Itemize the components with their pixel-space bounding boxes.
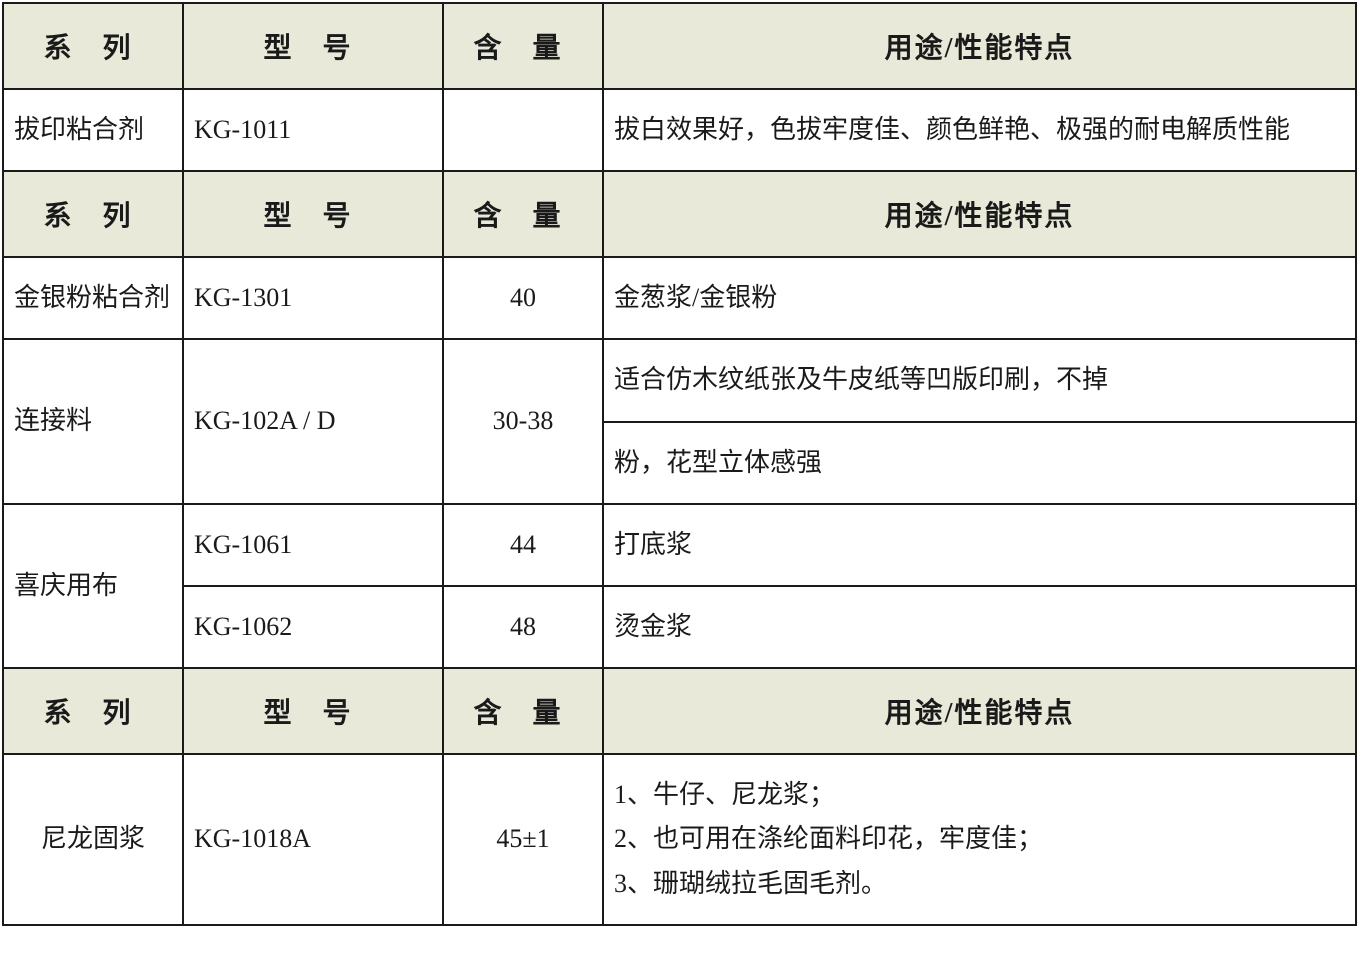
cell-series: 拔印粘合剂 [3,89,183,171]
table-row: 拔印粘合剂 KG-1011 拔白效果好，色拔牢度佳、颜色鲜艳、极强的耐电解质性能 [3,89,1356,171]
table-header-row: 系 列 型 号 含 量 用途/性能特点 [3,171,1356,257]
table-header-row: 系 列 型 号 含 量 用途/性能特点 [3,3,1356,89]
header-model: 型 号 [183,668,443,754]
cell-usage-line: 粉，花型立体感强 [604,423,1355,503]
header-usage: 用途/性能特点 [603,171,1356,257]
cell-usage-line: 1、牛仔、尼龙浆； [614,773,1345,817]
cell-usage: 拔白效果好，色拔牢度佳、颜色鲜艳、极强的耐电解质性能 [603,89,1356,171]
table-row: 金银粉粘合剂 KG-1301 40 金葱浆/金银粉 [3,257,1356,339]
table-header-row: 系 列 型 号 含 量 用途/性能特点 [3,668,1356,754]
cell-usage: 适合仿木纹纸张及牛皮纸等凹版印刷，不掉 粉，花型立体感强 [603,339,1356,503]
product-table: 系 列 型 号 含 量 用途/性能特点 拔印粘合剂 KG-1011 拔白效果好，… [2,2,1357,926]
cell-usage: 烫金浆 [603,586,1356,668]
cell-model: KG-1061 [183,504,443,586]
header-content: 含 量 [443,171,603,257]
cell-usage-line: 2、也可用在涤纶面料印花，牢度佳； [614,817,1345,861]
header-content: 含 量 [443,668,603,754]
header-model: 型 号 [183,3,443,89]
cell-series: 金银粉粘合剂 [3,257,183,339]
cell-usage: 金葱浆/金银粉 [603,257,1356,339]
cell-series: 连接料 [3,339,183,503]
cell-usage: 打底浆 [603,504,1356,586]
cell-content: 40 [443,257,603,339]
cell-series: 尼龙固浆 [3,754,183,925]
cell-model: KG-1011 [183,89,443,171]
header-usage: 用途/性能特点 [603,3,1356,89]
cell-content: 30-38 [443,339,603,503]
cell-usage-line: 适合仿木纹纸张及牛皮纸等凹版印刷，不掉 [604,340,1355,422]
header-series: 系 列 [3,668,183,754]
cell-content: 48 [443,586,603,668]
header-content: 含 量 [443,3,603,89]
cell-usage-line: 3、珊瑚绒拉毛固毛剂。 [614,862,1345,906]
header-series: 系 列 [3,3,183,89]
cell-usage: 1、牛仔、尼龙浆； 2、也可用在涤纶面料印花，牢度佳； 3、珊瑚绒拉毛固毛剂。 [603,754,1356,925]
header-usage: 用途/性能特点 [603,668,1356,754]
table-row: 尼龙固浆 KG-1018A 45±1 1、牛仔、尼龙浆； 2、也可用在涤纶面料印… [3,754,1356,925]
table-row: 连接料 KG-102A / D 30-38 适合仿木纹纸张及牛皮纸等凹版印刷，不… [3,339,1356,503]
header-model: 型 号 [183,171,443,257]
cell-model: KG-102A / D [183,339,443,503]
cell-model: KG-1062 [183,586,443,668]
cell-content: 45±1 [443,754,603,925]
table-row: 喜庆用布 KG-1061 44 打底浆 [3,504,1356,586]
table-row: KG-1062 48 烫金浆 [3,586,1356,668]
cell-content: 44 [443,504,603,586]
cell-model: KG-1018A [183,754,443,925]
cell-series: 喜庆用布 [3,504,183,668]
header-series: 系 列 [3,171,183,257]
cell-content [443,89,603,171]
cell-model: KG-1301 [183,257,443,339]
